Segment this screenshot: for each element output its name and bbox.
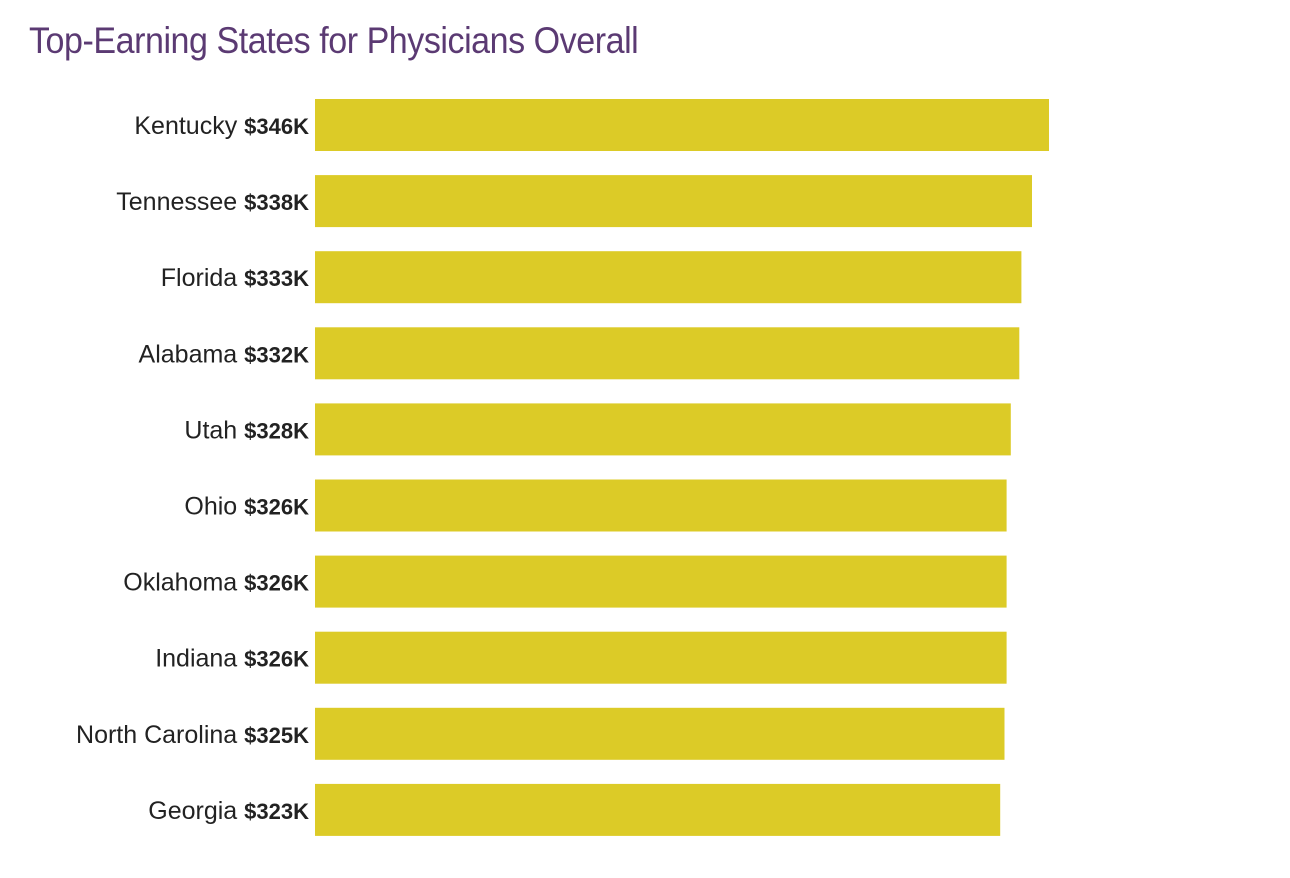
category-label: Utah bbox=[184, 416, 244, 444]
bar-label-tennessee: Tennessee $338K bbox=[116, 188, 309, 216]
bar-georgia bbox=[315, 783, 1001, 836]
chart-title: Top-Earning States for Physicians Overal… bbox=[29, 20, 639, 61]
bars-layer bbox=[315, 99, 1049, 836]
bar-label-north-carolina: North Carolina $325K bbox=[76, 721, 309, 749]
category-label: Oklahoma bbox=[123, 569, 244, 597]
category-label: Kentucky bbox=[134, 112, 244, 140]
value-label: $338K bbox=[244, 190, 309, 215]
bar-indiana bbox=[315, 631, 1007, 684]
category-label: Ohio bbox=[184, 493, 244, 521]
bar-label-utah: Utah $328K bbox=[184, 416, 309, 444]
bar-ohio bbox=[315, 479, 1007, 532]
bar-label-indiana: Indiana $326K bbox=[155, 645, 309, 673]
value-label: $323K bbox=[244, 799, 309, 824]
bar-utah bbox=[315, 403, 1011, 456]
value-label: $346K bbox=[244, 114, 309, 139]
bar-label-alabama: Alabama $332K bbox=[139, 340, 310, 368]
value-label: $326K bbox=[244, 647, 309, 672]
bar-label-florida: Florida $333K bbox=[161, 264, 309, 292]
value-label: $328K bbox=[244, 418, 309, 443]
bar-north-carolina bbox=[315, 707, 1005, 760]
bar-label-oklahoma: Oklahoma $326K bbox=[123, 569, 309, 597]
bar-oklahoma bbox=[315, 555, 1007, 608]
bar-label-kentucky: Kentucky $346K bbox=[134, 112, 309, 140]
bar-kentucky bbox=[315, 99, 1049, 151]
bar-florida bbox=[315, 251, 1022, 304]
category-label: Georgia bbox=[148, 797, 244, 825]
bar-label-ohio: Ohio $326K bbox=[184, 493, 309, 521]
value-label: $325K bbox=[244, 723, 309, 748]
category-label: Tennessee bbox=[116, 188, 244, 216]
labels-layer: Kentucky $346K Tennessee $338K Florida $33… bbox=[76, 112, 309, 825]
category-label: Florida bbox=[161, 264, 244, 292]
value-label: $326K bbox=[244, 495, 309, 520]
category-label: Indiana bbox=[155, 645, 244, 673]
category-label: North Carolina bbox=[76, 721, 244, 749]
value-label: $333K bbox=[244, 266, 309, 291]
bar-alabama bbox=[315, 327, 1020, 380]
category-label: Alabama bbox=[139, 340, 245, 368]
bar-tennessee bbox=[315, 175, 1032, 228]
bar-label-georgia: Georgia $323K bbox=[148, 797, 309, 825]
value-label: $326K bbox=[244, 571, 309, 596]
value-label: $332K bbox=[244, 342, 309, 367]
